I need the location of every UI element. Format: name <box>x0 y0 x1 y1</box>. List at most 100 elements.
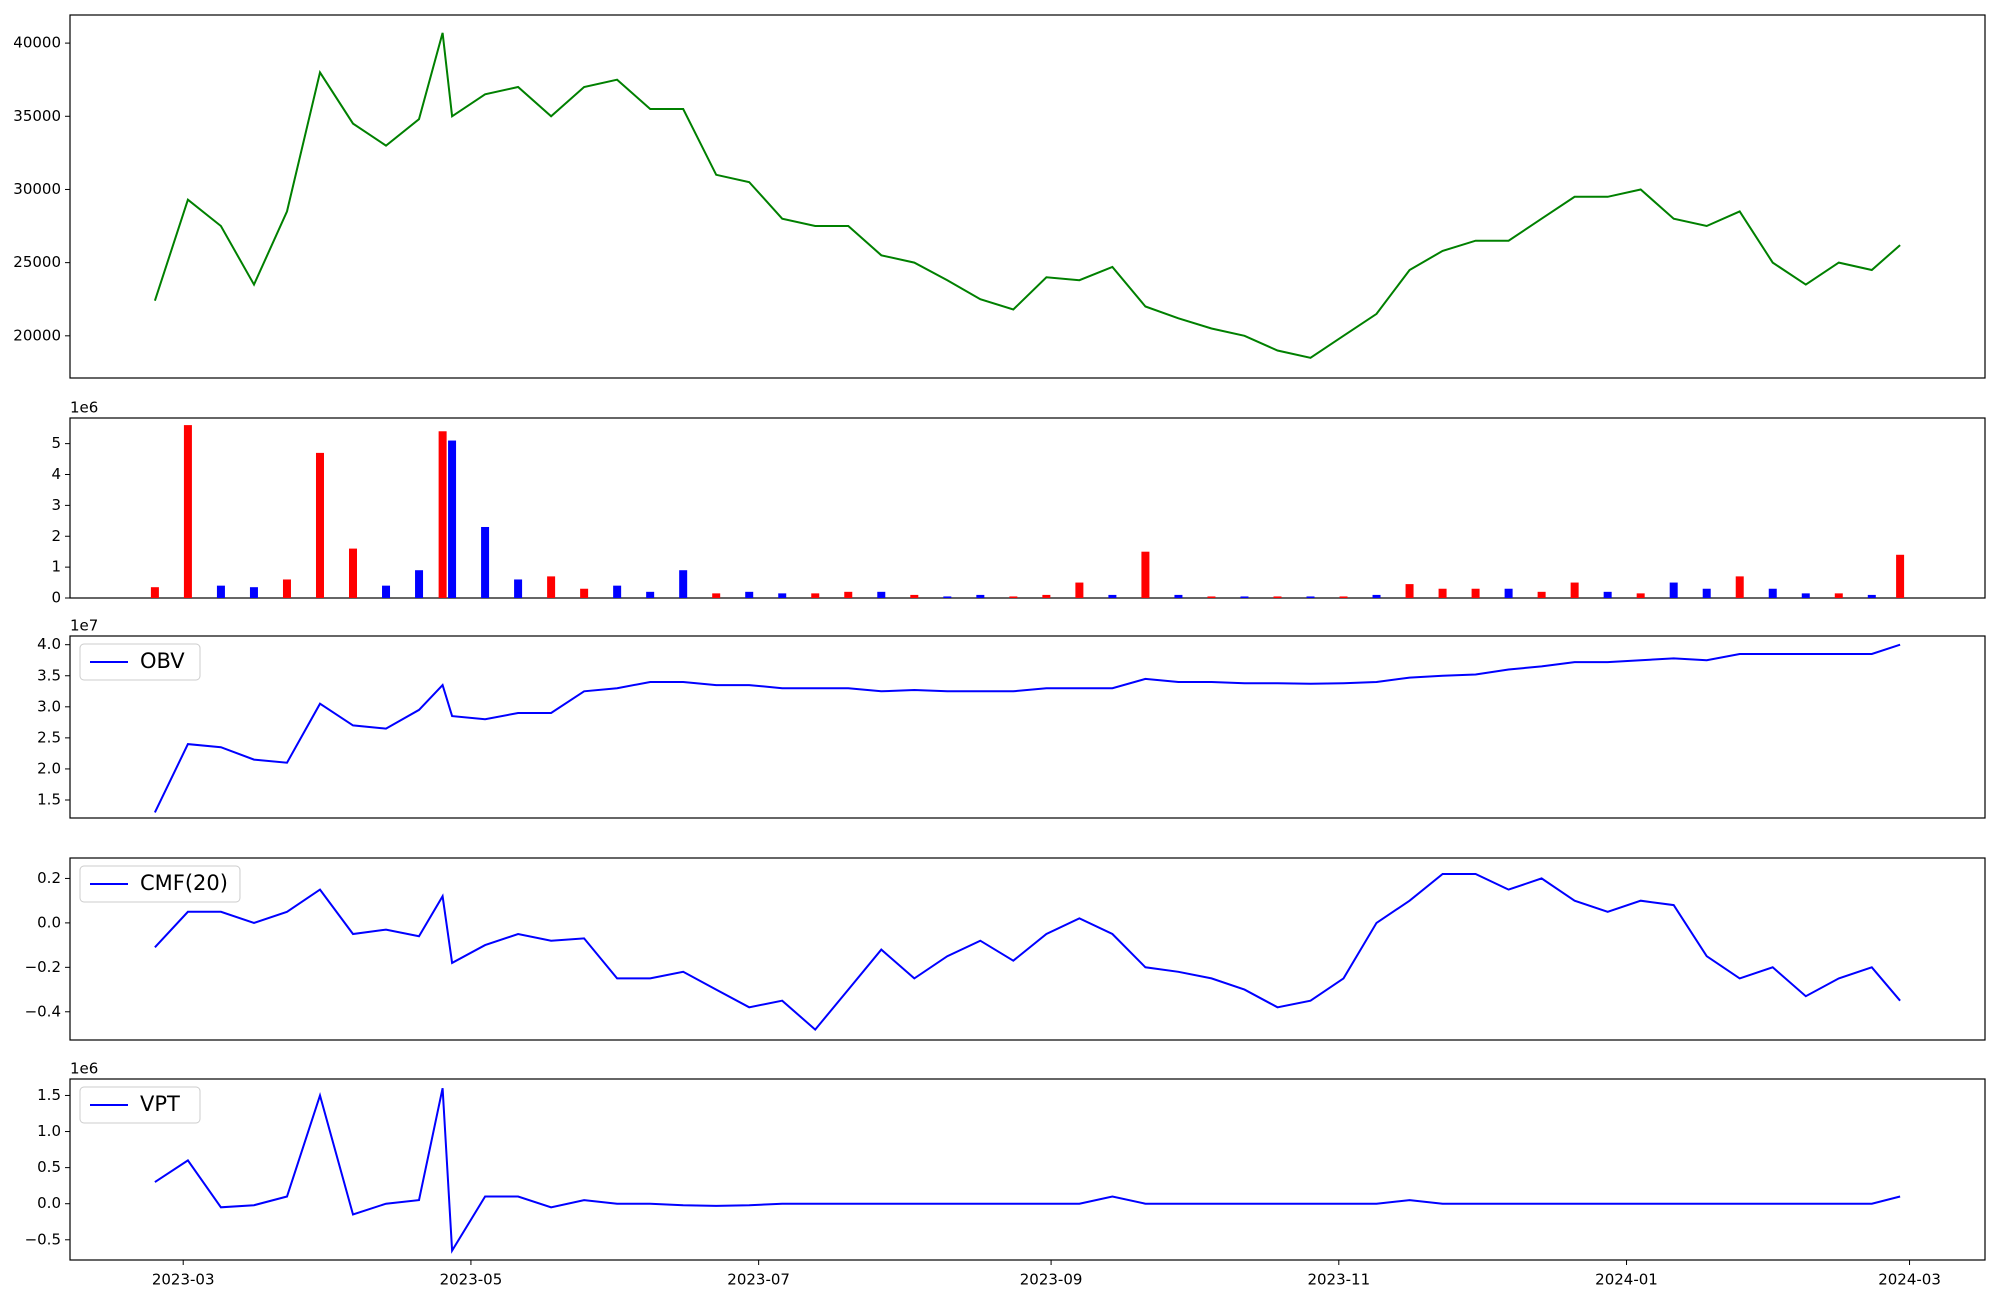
y-tick-label: 3.0 <box>37 697 61 715</box>
volume-bar <box>349 548 358 598</box>
volume-bar <box>976 594 985 598</box>
volume-bar <box>1896 554 1905 598</box>
y-tick-label: 1.5 <box>37 790 61 808</box>
volume-bar <box>448 440 457 598</box>
legend: VPT <box>79 1086 201 1124</box>
y-tick-label: 3 <box>51 496 61 514</box>
volume-bar <box>943 596 952 598</box>
volume-bar <box>1075 582 1084 598</box>
y-tick-label: 0.2 <box>37 869 61 887</box>
y-tick-label: 0.0 <box>37 1194 61 1212</box>
volume-bar <box>1603 591 1612 598</box>
volume-bar <box>514 579 523 598</box>
x-tick-label: 2024-01 <box>1595 1271 1658 1289</box>
volume-bar <box>1834 593 1843 598</box>
y-tick-label: 30000 <box>13 180 61 198</box>
volume-bar <box>712 593 721 598</box>
volume-bar <box>679 570 688 598</box>
volume-bar <box>547 576 556 598</box>
x-tick-label: 2023-11 <box>1307 1271 1370 1289</box>
y-tick-label: 0 <box>51 589 61 607</box>
plot-frame <box>69 635 1986 819</box>
volume-bar <box>183 425 192 598</box>
y-tick-label: 1.5 <box>37 1086 61 1104</box>
y-tick-label: 4.0 <box>37 635 61 653</box>
volume-bar <box>382 585 391 598</box>
volume-bar <box>481 526 490 598</box>
x-tick-label: 2023-09 <box>1020 1271 1083 1289</box>
volume-bar <box>1504 588 1513 598</box>
volume-bar <box>1768 588 1777 598</box>
volume-bar <box>315 452 324 598</box>
volume-bar <box>1273 596 1282 598</box>
x-tick-label: 2024-03 <box>1878 1271 1941 1289</box>
volume-bar <box>1240 596 1249 598</box>
line-series <box>153 643 1901 813</box>
volume-bar <box>1141 551 1150 598</box>
y-tick-label: 2.0 <box>37 759 61 777</box>
plot-frame <box>69 1078 1986 1261</box>
volume-bar <box>150 587 159 598</box>
x-tick-label: 2023-03 <box>152 1271 215 1289</box>
volume-bar <box>613 585 622 598</box>
volume-bar <box>1306 596 1315 598</box>
volume-bar <box>811 593 820 598</box>
x-tick-label: 2023-07 <box>727 1271 790 1289</box>
plot-frame <box>69 857 1986 1041</box>
legend-box <box>79 865 241 903</box>
volume-bar <box>1669 582 1678 598</box>
x-tick-label: 2023-05 <box>440 1271 503 1289</box>
y-tick-label: 1.0 <box>37 1122 61 1140</box>
volume-bar <box>249 587 258 598</box>
y-tick-label: 0.0 <box>37 913 61 931</box>
plot-frame <box>69 417 1986 599</box>
y-tick-label: 1 <box>51 558 61 576</box>
volume-bar <box>1372 594 1381 598</box>
legend: OBV <box>79 643 201 681</box>
legend-label: CMF(20) <box>140 871 228 895</box>
volume-bar <box>1702 588 1711 598</box>
y-tick-label: 40000 <box>13 34 61 52</box>
y-tick-label: 2 <box>51 527 61 545</box>
y-tick-label: 25000 <box>13 253 61 271</box>
legend-box <box>79 643 201 681</box>
volume-bar <box>778 593 787 598</box>
y-tick-label: 4 <box>51 465 61 483</box>
legend-box <box>79 1086 201 1124</box>
volume-bar <box>415 570 424 598</box>
y-tick-label: 2.5 <box>37 728 61 746</box>
line-series <box>153 32 1901 359</box>
line-series <box>154 1087 1901 1254</box>
volume-bar <box>1867 594 1876 598</box>
y-tick-label: 3.5 <box>37 666 61 684</box>
axis-offset-label: 1e6 <box>70 1060 98 1078</box>
volume-bar <box>1207 596 1216 598</box>
legend-label: OBV <box>140 649 185 673</box>
axis-offset-label: 1e7 <box>70 617 98 635</box>
volume-bar <box>1735 576 1744 598</box>
axis-offset-label: 1e6 <box>70 399 98 417</box>
y-tick-label: 5 <box>51 434 61 452</box>
volume-bar <box>1636 593 1645 598</box>
legend: CMF(20) <box>79 865 241 903</box>
y-tick-label: −0.4 <box>25 1002 61 1020</box>
volume-bar <box>438 431 447 598</box>
volume-bar <box>844 591 853 598</box>
volume-bar <box>1471 588 1480 598</box>
y-tick-label: 0.5 <box>37 1158 61 1176</box>
volume-bar <box>910 594 919 598</box>
volume-bar <box>1009 596 1018 598</box>
y-tick-label: −0.2 <box>25 958 61 976</box>
volume-bar <box>1108 594 1117 598</box>
volume-bar <box>1042 594 1051 598</box>
volume-bar <box>1405 584 1414 598</box>
y-tick-label: 20000 <box>13 326 61 344</box>
volume-bar <box>1438 588 1447 598</box>
volume-bar <box>646 591 655 598</box>
volume-bar <box>216 585 225 598</box>
legend-label: VPT <box>140 1092 180 1116</box>
volume-bar <box>1570 582 1579 598</box>
volume-bar <box>1174 594 1183 598</box>
volume-bar <box>745 591 754 598</box>
